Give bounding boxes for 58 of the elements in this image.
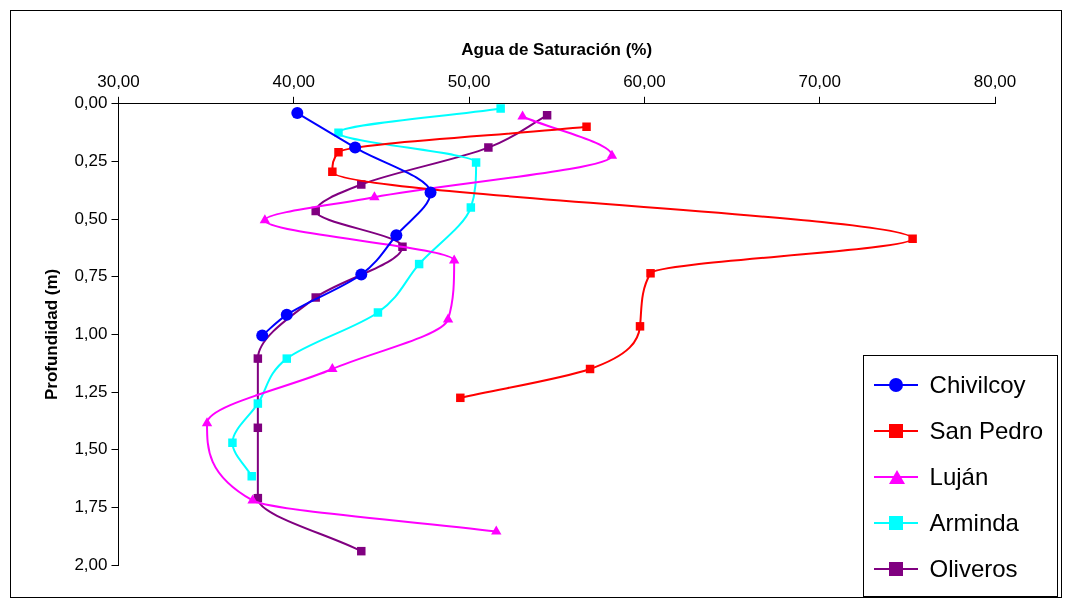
y-tick-label: 1,50 [74, 439, 108, 459]
point [484, 143, 493, 152]
y-tick-label: 0,25 [74, 151, 108, 171]
point [247, 471, 256, 481]
point [542, 111, 552, 120]
point [442, 313, 454, 323]
point [282, 354, 292, 363]
point [491, 525, 502, 535]
legend-label: Arminda [929, 509, 1019, 537]
point [369, 191, 380, 201]
y-tick-label: 1,00 [74, 324, 108, 344]
point [449, 254, 460, 264]
point [328, 167, 337, 177]
point [334, 147, 343, 157]
point [334, 128, 343, 137]
x-tick-label: 70,00 [798, 72, 841, 92]
point [247, 494, 258, 504]
x-tick-label: 40,00 [272, 72, 316, 92]
y-tick-label: 2,00 [74, 554, 108, 574]
y-tick-label: 1,75 [74, 497, 108, 517]
point [355, 268, 368, 281]
x-tick-label: 30,00 [97, 72, 140, 92]
point [253, 399, 263, 408]
legend-label: Chivilcoy [929, 371, 1026, 399]
y-tick-label: 0,75 [74, 266, 108, 286]
point [582, 122, 591, 132]
point [390, 229, 403, 242]
x-tick-label: 80,00 [973, 72, 1017, 92]
point [424, 186, 437, 199]
x-tick-label: 60,00 [623, 72, 666, 92]
point [357, 546, 366, 556]
y-tick-label: 1,25 [74, 381, 108, 401]
point [228, 438, 237, 448]
y-tick-label: 0,50 [74, 208, 108, 228]
point [256, 329, 269, 342]
point [908, 234, 917, 243]
point [496, 104, 505, 113]
point [327, 362, 338, 372]
point [349, 141, 362, 154]
y-tick-label: 0,00 [74, 93, 108, 113]
y-axis-title: Profundidad (m) [41, 268, 61, 401]
x-axis-title: Agua de Saturación (%) [461, 39, 653, 59]
legend-label: Oliveros [929, 555, 1018, 583]
point [635, 322, 645, 331]
point [456, 393, 465, 403]
legend-label: San Pedro [929, 417, 1043, 445]
point [291, 107, 304, 120]
point [471, 158, 481, 167]
legend-label: Luján [929, 463, 989, 491]
point [646, 269, 655, 278]
x-tick-label: 50,00 [447, 72, 491, 92]
point [201, 417, 213, 427]
point [280, 308, 293, 321]
point [259, 214, 271, 224]
point [606, 149, 618, 159]
point [466, 203, 476, 212]
point [253, 354, 263, 363]
point [373, 308, 383, 317]
